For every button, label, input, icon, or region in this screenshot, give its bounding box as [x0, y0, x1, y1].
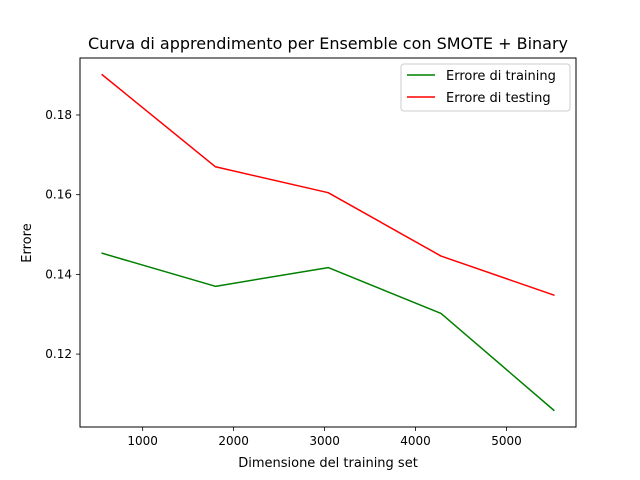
legend: Errore di training Errore di testing	[400, 63, 571, 112]
y-tick-label: 0.16	[45, 188, 72, 202]
y-axis-label: Errore	[20, 223, 35, 262]
plot-area	[101, 73, 555, 412]
x-tick-label: 1000	[127, 434, 158, 448]
plot-frame	[79, 57, 577, 428]
x-tick-label: 5000	[491, 434, 522, 448]
series-line-0	[101, 252, 555, 412]
x-tick-label: 2000	[218, 434, 249, 448]
x-axis: 1000 2000 3000 4000 5000	[127, 427, 522, 448]
legend-label-testing: Errore di testing	[446, 91, 551, 106]
y-tick-label: 0.14	[45, 267, 72, 281]
x-axis-label: Dimensione del training set	[238, 456, 418, 471]
y-tick-label: 0.18	[45, 108, 72, 122]
chart-title: Curva di apprendimento per Ensemble con …	[88, 34, 568, 53]
legend-label-training: Errore di training	[446, 69, 556, 84]
x-tick-label: 4000	[400, 434, 431, 448]
y-axis: 0.12 0.14 0.16 0.18	[45, 108, 80, 361]
series-line-1	[101, 73, 555, 297]
x-tick-label: 3000	[309, 434, 340, 448]
y-tick-label: 0.12	[45, 347, 72, 361]
legend-box	[400, 63, 571, 112]
